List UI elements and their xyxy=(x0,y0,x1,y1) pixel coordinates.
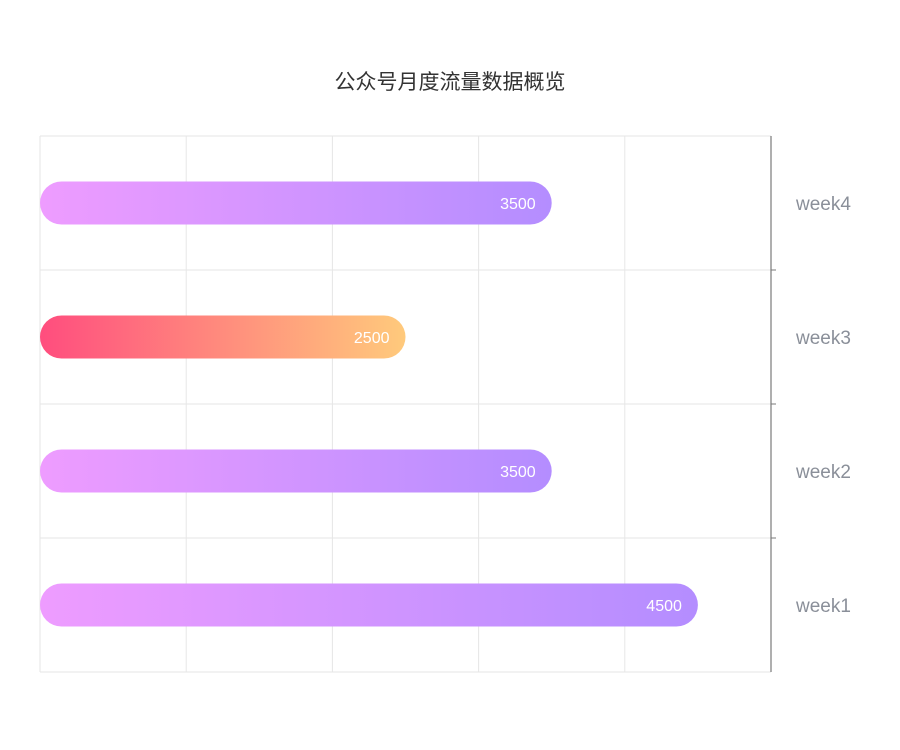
bar-week2 xyxy=(40,449,552,493)
bar-week1 xyxy=(40,583,698,627)
data-label-week3: 2500 xyxy=(354,330,390,347)
label-layer: 4500 week1 3500 week2 2500 week3 3500 week4 xyxy=(354,194,851,617)
data-label-week1: 4500 xyxy=(646,598,682,615)
chart-title: 公众号月度流量数据概览 xyxy=(334,70,566,94)
data-label-week2: 3500 xyxy=(500,464,536,481)
bar-week4 xyxy=(40,181,552,225)
category-label-week4: week4 xyxy=(795,194,851,215)
bar-layer xyxy=(40,181,698,627)
category-label-week1: week1 xyxy=(795,596,851,617)
grid-layer xyxy=(39,135,776,673)
category-label-week3: week3 xyxy=(795,328,851,349)
data-label-week4: 3500 xyxy=(500,196,536,213)
category-label-week2: week2 xyxy=(795,462,851,483)
bar-week3 xyxy=(40,315,406,359)
